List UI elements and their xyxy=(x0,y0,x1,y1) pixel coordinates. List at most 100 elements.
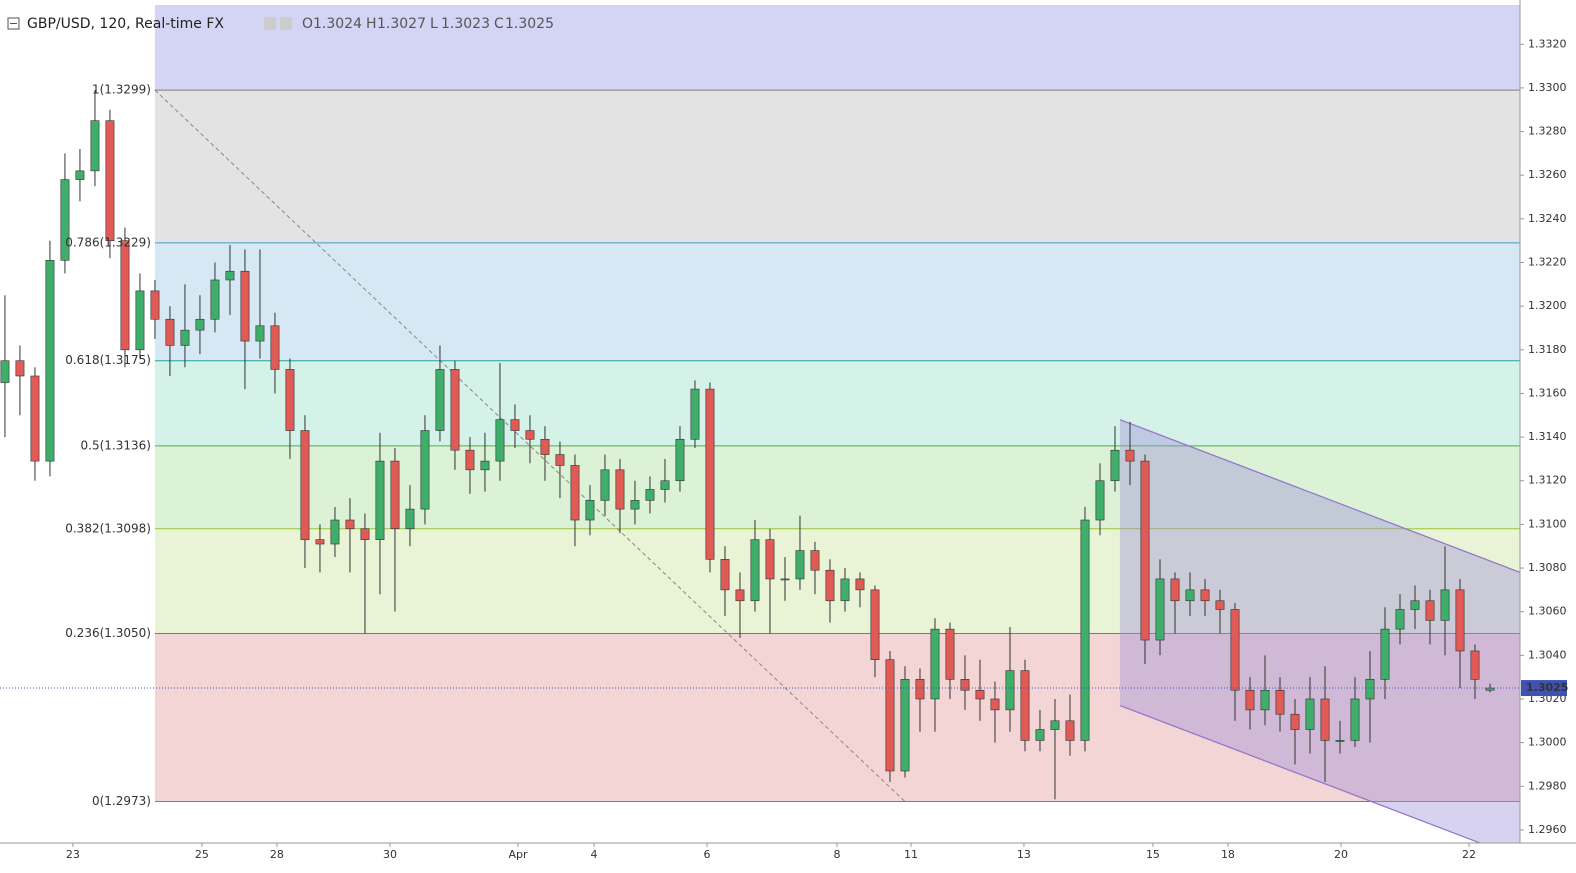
candle-body xyxy=(1110,449,1120,482)
candle-body xyxy=(405,508,415,530)
candle-body xyxy=(240,270,250,342)
candle-body xyxy=(60,179,70,261)
fib-level-label: 0.382(1.3098) xyxy=(65,521,151,535)
candle-body xyxy=(15,360,25,377)
y-tick-label: 1.3120 xyxy=(1528,474,1567,487)
x-tick-label: 28 xyxy=(270,848,284,861)
candle-body xyxy=(1440,589,1450,621)
candle-body xyxy=(30,375,40,462)
candle-body xyxy=(315,539,325,545)
candle-body xyxy=(1335,740,1345,742)
candle-body xyxy=(1275,689,1285,715)
symbol-title: GBP/USD, 120, Real-time FX xyxy=(27,16,224,32)
candle-body xyxy=(150,290,160,320)
candle-body xyxy=(1065,720,1075,741)
candle-body xyxy=(1050,720,1060,730)
ohlc-value: 1.3025 xyxy=(505,16,554,32)
x-tick-label: 22 xyxy=(1462,848,1476,861)
candle-body xyxy=(120,240,130,351)
candle-body xyxy=(1140,460,1150,641)
plot-area xyxy=(0,5,1520,843)
fib-level-label: 0.5(1.3136) xyxy=(81,438,151,452)
candle-body xyxy=(435,369,445,431)
candle-body xyxy=(1095,480,1105,521)
y-tick-label: 1.2960 xyxy=(1528,823,1567,836)
candle-body xyxy=(1185,589,1195,602)
ohlc-letter: C xyxy=(494,16,504,32)
candle-body xyxy=(1350,698,1360,741)
y-tick-label: 1.2980 xyxy=(1528,779,1567,792)
candle-body xyxy=(420,430,430,510)
candle-body xyxy=(1200,589,1210,602)
candle-body xyxy=(555,454,565,466)
candle-body xyxy=(855,578,865,591)
candle-body xyxy=(720,559,730,591)
channel-upper-line xyxy=(1119,419,1520,573)
ohlc-value: 1.3027 xyxy=(377,16,426,32)
y-tick-label: 1.3280 xyxy=(1528,125,1567,138)
fib-band xyxy=(154,90,1520,243)
candle-body xyxy=(465,449,475,471)
candle-body xyxy=(795,550,805,580)
ohlc-letter: L xyxy=(430,16,438,32)
candle-body xyxy=(165,318,175,346)
candle-body xyxy=(210,279,220,320)
x-tick-label: 18 xyxy=(1221,848,1235,861)
candle-body xyxy=(105,120,115,241)
last-price-box xyxy=(1521,680,1567,697)
candle-body xyxy=(1125,449,1135,462)
fib-band xyxy=(154,528,1520,634)
candle-body xyxy=(1005,670,1015,711)
candle-body xyxy=(480,460,490,471)
candle-body xyxy=(945,628,955,680)
candle-body xyxy=(915,679,925,700)
axes: 1.29601.29801.30001.30201.30401.30601.30… xyxy=(66,37,1569,861)
candle-body xyxy=(930,628,940,700)
candle-body xyxy=(615,469,625,510)
candle-body xyxy=(360,528,370,540)
candle-body xyxy=(840,578,850,602)
channel-fill xyxy=(1119,419,1520,843)
candle-body xyxy=(1245,689,1255,711)
fib-band xyxy=(154,242,1520,361)
candle-body xyxy=(330,519,340,545)
y-tick-label: 1.3300 xyxy=(1528,81,1567,94)
candle-body xyxy=(1470,650,1480,680)
candle-body xyxy=(450,369,460,451)
candle-body xyxy=(525,430,535,440)
candle-body xyxy=(690,388,700,440)
x-tick-label: 23 xyxy=(66,848,80,861)
x-tick-label: 13 xyxy=(1017,848,1031,861)
candle-body xyxy=(510,419,520,431)
candle-body xyxy=(75,170,85,180)
candle-body xyxy=(1410,600,1420,610)
y-tick-label: 1.3160 xyxy=(1528,386,1567,399)
fib-level-label: 0.786(1.3229) xyxy=(65,235,151,249)
ohlc-value: 1.3023 xyxy=(441,16,490,32)
candle-body xyxy=(825,569,835,602)
candle-body xyxy=(495,419,505,462)
candle-body xyxy=(1305,698,1315,730)
settings-icon[interactable] xyxy=(264,17,276,30)
candle-body xyxy=(0,360,10,383)
ohlc-letter: O xyxy=(302,16,313,32)
candle-body xyxy=(1170,578,1180,602)
fib-level-label: 0.236(1.3050) xyxy=(65,626,151,640)
candle-body xyxy=(750,539,760,602)
x-tick-label: Apr xyxy=(508,848,528,861)
candle-body xyxy=(255,325,265,342)
y-tick-label: 1.3220 xyxy=(1528,256,1567,269)
candle-body xyxy=(1215,600,1225,610)
candle-body xyxy=(570,465,580,521)
x-tick-label: 11 xyxy=(904,848,918,861)
candle-body xyxy=(990,698,1000,711)
candle-body xyxy=(225,270,235,281)
fib-trend-line xyxy=(154,89,906,802)
candle-body xyxy=(585,500,595,521)
candle-body xyxy=(45,260,55,462)
candle-body xyxy=(1155,578,1165,641)
ohlc-letter: H xyxy=(366,16,377,32)
candle-body xyxy=(660,480,670,490)
hide-icon[interactable] xyxy=(280,17,292,30)
candle-body xyxy=(705,388,715,560)
